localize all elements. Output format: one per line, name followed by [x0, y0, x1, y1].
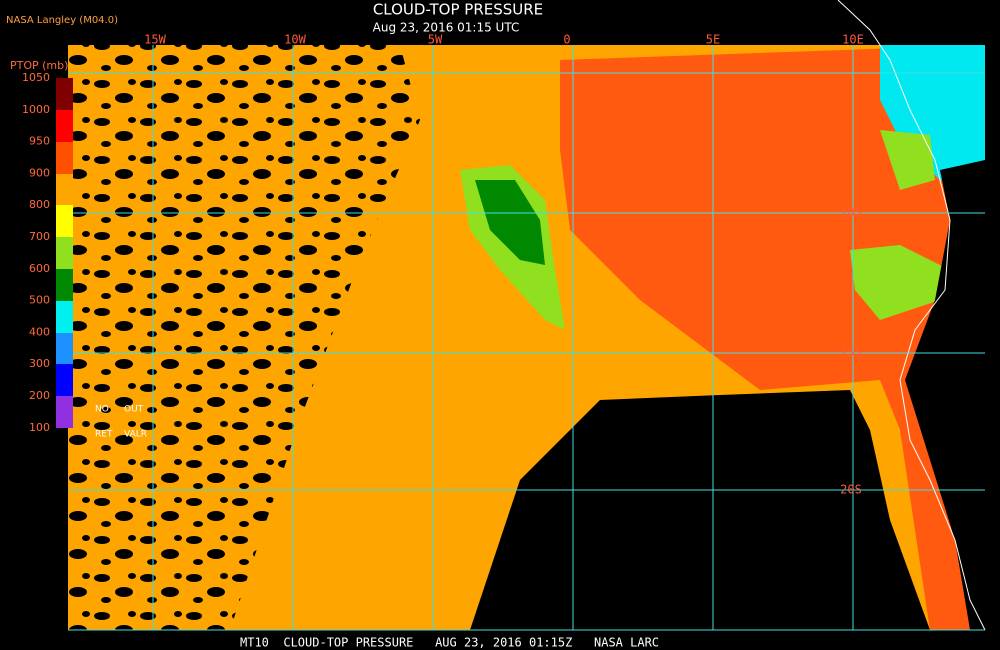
latitude-label: 20S	[840, 483, 862, 497]
legend-tick-label: 300	[29, 357, 50, 370]
swatch	[56, 301, 73, 333]
footer: MT10 CLOUD-TOP PRESSURE AUG 23, 2016 01:…	[240, 636, 659, 650]
legend-note: OUT	[124, 405, 144, 415]
legend-tick-label: 600	[29, 262, 50, 275]
legend-tick-label: 400	[29, 325, 50, 338]
swatch	[56, 396, 73, 428]
swatch	[56, 269, 73, 301]
mid-cloud-region	[880, 130, 935, 190]
longitude-label: 10E	[842, 33, 864, 47]
latitude-label: 10S	[840, 206, 862, 220]
clear-region	[470, 390, 930, 630]
legend-tick-label: 900	[29, 166, 50, 179]
legend-tick-label: 500	[29, 294, 50, 307]
land	[905, 160, 985, 630]
subtitle: Aug 23, 2016 01:15 UTC	[373, 21, 520, 35]
legend-tick-label: 1050	[22, 71, 50, 84]
legend-note: NO	[95, 405, 109, 415]
swatch	[56, 142, 73, 174]
swatch	[56, 364, 73, 396]
longitude-label: 15W	[144, 33, 166, 47]
swatch	[56, 78, 73, 110]
mid-cloud-region	[850, 245, 950, 320]
legend-tick-label: 950	[29, 135, 50, 148]
low-cloud-region	[560, 45, 985, 630]
longitude-label: 10W	[284, 33, 306, 47]
legend-note: RET	[95, 430, 113, 440]
swatch	[56, 333, 73, 364]
longitude-label: 5W	[428, 33, 443, 47]
legend-tick-label: 700	[29, 230, 50, 243]
high-cloud-region	[880, 45, 985, 200]
legend-tick-label: 800	[29, 198, 50, 211]
legend-label: PTOP (mb)	[10, 59, 68, 72]
legend-tick-label: 200	[29, 389, 50, 402]
legend-tick-label: 1000	[22, 103, 50, 116]
legend-colorbar	[56, 78, 73, 428]
legend-tick-label: 100	[29, 421, 50, 434]
latitude-label: 15S	[840, 346, 862, 360]
legend-note: VALR	[124, 430, 147, 440]
clear-sky-patches	[68, 45, 420, 630]
title: CLOUD-TOP PRESSURE	[373, 1, 543, 19]
swatch	[56, 110, 73, 142]
longitude-label: 0	[563, 33, 570, 47]
coastline	[837, 0, 986, 631]
mid-cloud-core	[475, 180, 545, 265]
grid	[68, 45, 985, 631]
credit: NASA Langley (M04.0)	[6, 15, 118, 26]
swatch	[56, 205, 73, 237]
swatch	[56, 237, 73, 269]
longitude-label: 5E	[706, 33, 720, 47]
swatch	[56, 174, 73, 205]
